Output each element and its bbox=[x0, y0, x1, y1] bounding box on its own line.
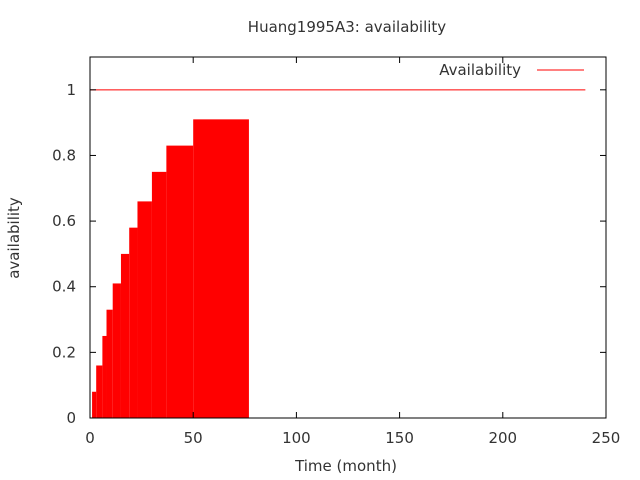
y-tick-label: 0.6 bbox=[52, 212, 76, 230]
y-axis-label: availability bbox=[5, 197, 23, 279]
availability-step-9 bbox=[151, 171, 167, 418]
y-tick-label: 0.4 bbox=[52, 278, 76, 296]
plot-frame bbox=[89, 56, 607, 419]
y-tick-labels: 0 0.2 0.4 0.6 0.8 1 bbox=[52, 81, 76, 427]
y-tick-label: 0.8 bbox=[52, 146, 76, 164]
y-tick-label: 0.2 bbox=[52, 343, 76, 361]
y-tick-label: 1 bbox=[66, 81, 76, 99]
x-tick-label: 250 bbox=[592, 429, 621, 447]
legend-label-availability: Availability bbox=[439, 61, 521, 79]
x-tick-label: 200 bbox=[488, 429, 517, 447]
x-tick-label: 50 bbox=[184, 429, 203, 447]
availability-area-layer bbox=[92, 119, 249, 419]
x-axis-label: Time (month) bbox=[294, 457, 397, 475]
availability-step-7 bbox=[129, 227, 138, 418]
availability-step-6 bbox=[120, 253, 130, 418]
y-tick-label: 0 bbox=[66, 409, 76, 427]
availability-step-11 bbox=[193, 119, 249, 418]
legend: Availability bbox=[439, 61, 584, 79]
availability-step-5 bbox=[112, 283, 121, 418]
availability-step-4 bbox=[106, 309, 113, 418]
tick-marks bbox=[89, 57, 607, 419]
availability-step-2 bbox=[96, 365, 103, 418]
availability-step-1 bbox=[92, 391, 97, 418]
availability-step-10 bbox=[166, 145, 194, 419]
availability-step-3 bbox=[102, 335, 107, 418]
availability-step-8 bbox=[137, 201, 152, 418]
x-tick-label: 150 bbox=[385, 429, 414, 447]
x-tick-labels: 0 50 100 150 200 250 bbox=[85, 429, 620, 447]
x-tick-label: 0 bbox=[85, 429, 95, 447]
chart-title: Huang1995A3: availability bbox=[248, 18, 446, 36]
x-tick-label: 100 bbox=[282, 429, 311, 447]
